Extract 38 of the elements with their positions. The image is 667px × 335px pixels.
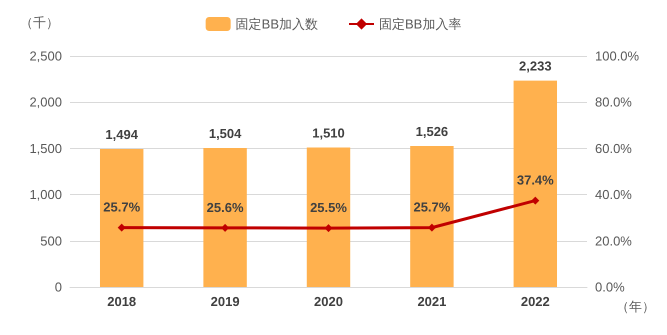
y2-tick-label: 40.0% — [595, 187, 632, 202]
data-label: 25.6% — [206, 200, 244, 215]
y2-tick-label: 80.0% — [595, 94, 632, 110]
data-label: 25.5% — [310, 200, 348, 216]
data-label: 1,504 — [208, 126, 242, 142]
data-label: 25.7% — [103, 200, 141, 215]
bar — [514, 80, 558, 287]
legend-label: 固定BB加入数 — [236, 16, 318, 32]
bar — [306, 147, 350, 287]
x-axis-title: （年） — [616, 299, 655, 314]
x-tick-label: 2022 — [520, 294, 550, 309]
y-tick-label: 0 — [54, 280, 62, 294]
data-label: 2,233 — [519, 58, 552, 74]
point — [531, 196, 540, 205]
x-tick-label: 2020 — [314, 294, 343, 309]
y-tick-label: 2,000 — [29, 94, 62, 110]
y-tick-label: 1,000 — [29, 187, 62, 202]
data-label: 1,526 — [416, 124, 448, 139]
data-label: 37.4% — [516, 172, 554, 188]
y2-tick-label: 60.0% — [595, 140, 632, 156]
x-tick-label: 2019 — [210, 294, 240, 309]
x-tick-label: 2018 — [107, 294, 136, 309]
y2-tick-label: 0.0% — [595, 280, 626, 294]
y2-tick-label: 20.0% — [595, 233, 632, 248]
data-label: 1,494 — [105, 126, 139, 142]
y-tick-label: 1,500 — [29, 140, 62, 156]
y-tick-label: 500 — [40, 233, 62, 248]
y-tick-label: 2,500 — [29, 48, 62, 64]
data-label: 25.7% — [413, 200, 451, 215]
bar — [100, 148, 144, 287]
data-label: 1,510 — [312, 125, 345, 140]
bar — [410, 146, 454, 287]
bar — [203, 148, 247, 287]
y-axis-title: （千） — [20, 15, 59, 30]
x-tick-label: 2021 — [417, 294, 446, 309]
point — [324, 224, 332, 232]
legend-label: 固定BB加入率 — [379, 16, 462, 32]
y2-tick-label: 100.0% — [595, 48, 640, 64]
